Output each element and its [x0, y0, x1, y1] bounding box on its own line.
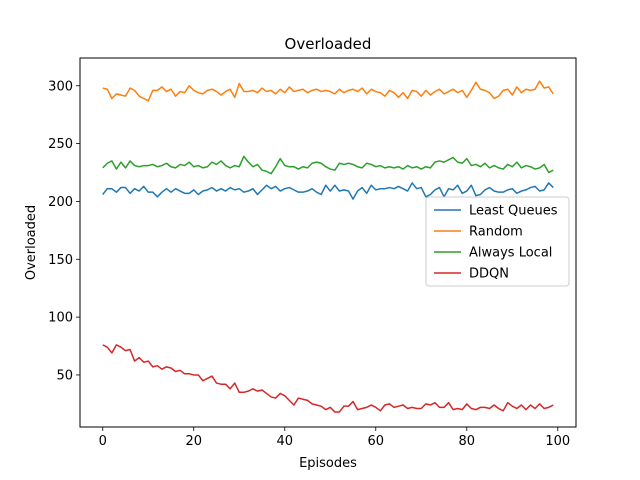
- legend-label-3: DDQN: [469, 267, 509, 282]
- x-axis-label: Episodes: [299, 456, 357, 471]
- y-axis-ticks: 50 100 150 200 250 300: [48, 79, 80, 383]
- x-tick-label: 20: [185, 434, 202, 449]
- x-tick-label: 40: [276, 434, 293, 449]
- y-tick-label: 150: [48, 253, 73, 268]
- y-axis-label: Overloaded: [24, 205, 39, 280]
- y-tick-label: 250: [48, 137, 73, 152]
- series-line-0: [102, 182, 554, 200]
- y-tick-label: 50: [56, 368, 73, 383]
- x-tick-label: 60: [368, 434, 385, 449]
- series-line-3: [102, 344, 554, 413]
- plot-area-frame: [79, 57, 577, 428]
- legend-label-0: Least Queues: [469, 204, 558, 219]
- legend-label-1: Random: [469, 225, 523, 240]
- series-line-1: [102, 80, 554, 102]
- series-line-2: [102, 155, 554, 175]
- legend-label-2: Always Local: [469, 246, 552, 261]
- chart-title: Overloaded: [285, 35, 372, 53]
- x-tick-label: 80: [459, 434, 476, 449]
- y-tick-label: 100: [48, 311, 73, 326]
- y-tick-label: 200: [48, 195, 73, 210]
- legend-box: [425, 196, 570, 287]
- x-tick-label: 100: [545, 434, 570, 449]
- series-layer: [102, 80, 554, 413]
- x-axis-ticks: 0 20 40 60 80 100: [99, 427, 570, 449]
- legend: Least Queues Random Always Local DDQN: [425, 196, 570, 287]
- x-tick-label: 0: [99, 434, 107, 449]
- y-tick-label: 300: [48, 79, 73, 94]
